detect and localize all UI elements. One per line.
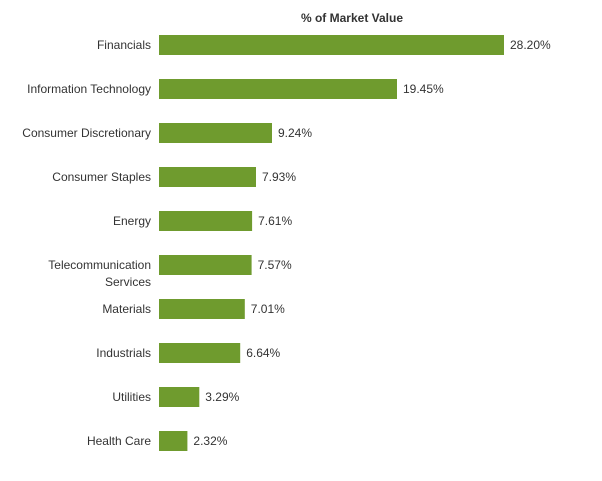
bar <box>159 79 397 99</box>
category-label: Materials <box>102 302 151 316</box>
category-label-line: Materials <box>102 302 151 316</box>
category-label: Financials <box>97 38 151 52</box>
bar <box>159 343 241 363</box>
chart-title: % of Market Value <box>301 11 403 25</box>
bar <box>159 123 272 143</box>
bar <box>159 299 245 319</box>
data-label: 9.24% <box>278 126 312 140</box>
category-label-line: Services <box>105 275 151 289</box>
data-labels: 28.20% 19.45% 9.24% 7.93% 7.61% 7.57% 7.01% 6.6… <box>193 38 551 448</box>
category-label: Consumer Discretionary <box>22 126 151 140</box>
bar <box>159 35 504 55</box>
category-label-line: Information Technology <box>27 82 151 96</box>
category-label-line: Health Care <box>87 434 151 448</box>
data-label: 7.61% <box>258 214 292 228</box>
category-label: Energy <box>113 214 151 228</box>
category-label: Consumer Staples <box>52 170 151 184</box>
category-label-line: Financials <box>97 38 151 52</box>
category-label-line: Industrials <box>96 346 151 360</box>
category-label-line: Telecommunication <box>48 258 151 272</box>
category-label: Health Care <box>87 434 151 448</box>
category-label-line: Energy <box>113 214 151 228</box>
bar <box>159 167 256 187</box>
data-label: 2.32% <box>193 434 227 448</box>
category-labels: Financials Information Technology Consumer… <box>22 38 151 448</box>
data-label: 28.20% <box>510 38 551 52</box>
category-label-line: Utilities <box>112 390 151 404</box>
bar <box>159 387 200 407</box>
bar <box>159 431 188 451</box>
data-label: 6.64% <box>246 346 280 360</box>
data-label: 7.93% <box>262 170 296 184</box>
category-label-line: Consumer Discretionary <box>22 126 151 140</box>
data-label: 3.29% <box>205 390 239 404</box>
data-label: 7.01% <box>251 302 285 316</box>
data-label: 7.57% <box>258 258 292 272</box>
bar <box>159 211 253 231</box>
category-label: Telecommunication Services <box>48 258 151 289</box>
category-label-line: Consumer Staples <box>52 170 151 184</box>
bars-layer <box>159 35 504 451</box>
category-label: Industrials <box>96 346 151 360</box>
bar <box>159 255 252 275</box>
category-label: Utilities <box>112 390 151 404</box>
category-label: Information Technology <box>27 82 151 96</box>
data-label: 19.45% <box>403 82 444 96</box>
